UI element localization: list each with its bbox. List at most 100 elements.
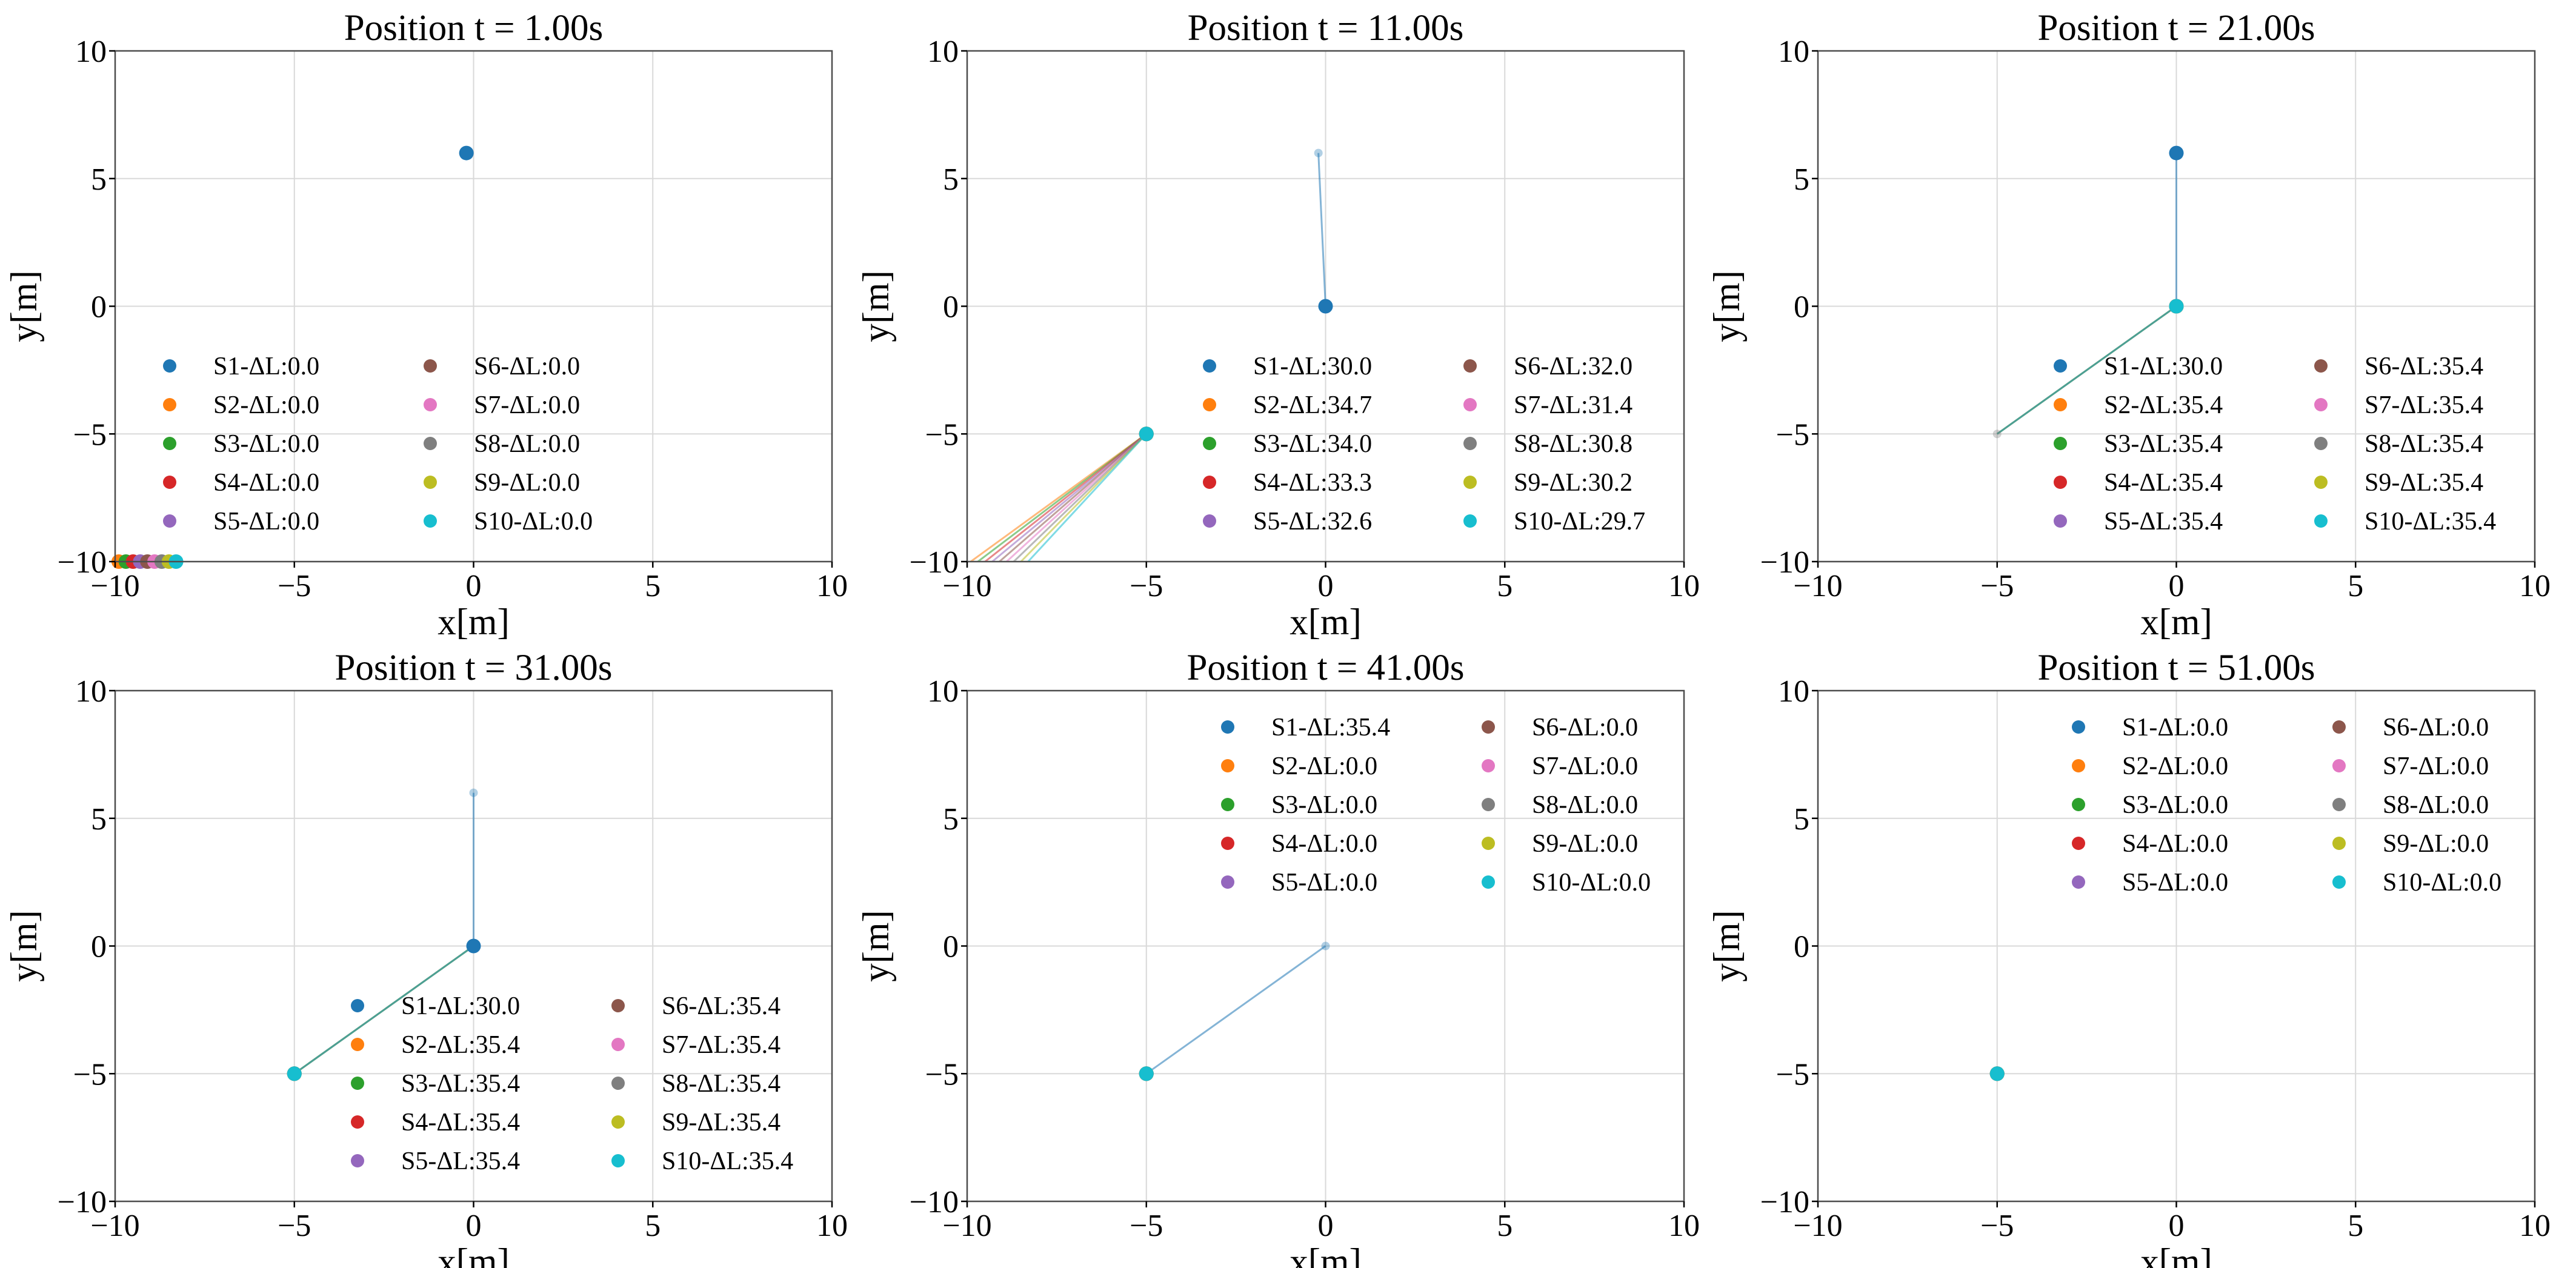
x-tick-label: 5 — [2348, 1209, 2363, 1243]
legend-marker-s1 — [1221, 720, 1234, 734]
data-layer — [1145, 941, 1330, 1075]
x-tick-label: 10 — [816, 1209, 848, 1243]
y-tick-label: 5 — [943, 162, 959, 197]
legend-marker-s7 — [1463, 398, 1477, 411]
legend-marker-s4 — [2072, 837, 2085, 850]
point-s10 — [1139, 427, 1154, 442]
legend-label-s3: S3-ΔL:35.4 — [401, 1070, 520, 1098]
y-tick-label: 0 — [1794, 930, 1809, 964]
legend-marker-s8 — [424, 437, 437, 450]
x-tick-label: 10 — [816, 569, 848, 603]
legend-label-s10: S10-ΔL:0.0 — [474, 508, 593, 536]
legend-marker-s3 — [163, 437, 176, 450]
legend: S1-ΔL:0.0 S2-ΔL:0.0 S3-ΔL:0.0 S4-ΔL:0.0 S5-Δ… — [2072, 714, 2501, 897]
trajectory-s1 — [1145, 945, 1326, 1075]
y-tick-label: −5 — [1776, 417, 1809, 452]
subplot-4: −10 −5 0 5 10 −10 −5 0 5 10 Position t = 31.00s x[m… — [4, 648, 848, 1268]
x-tick-label: 10 — [1668, 569, 1700, 603]
legend-marker-s5 — [163, 514, 176, 528]
y-axis-label: y[m] — [1707, 910, 1748, 982]
legend-marker-s7 — [2314, 398, 2328, 411]
legend-label-s5: S5-ΔL:35.4 — [2104, 508, 2223, 536]
legend-marker-s10 — [1463, 514, 1477, 528]
legend-marker-s2 — [351, 1038, 364, 1051]
y-axis-label: y[m] — [4, 910, 45, 982]
legend-marker-s2 — [2072, 759, 2085, 772]
legend-label-s4: S4-ΔL:35.4 — [401, 1109, 520, 1137]
x-axis-label: x[m] — [1290, 602, 1362, 643]
y-axis-label: y[m] — [4, 270, 45, 342]
legend-marker-s3 — [1221, 798, 1234, 811]
y-tick-label: 0 — [1794, 290, 1809, 325]
point-s10 — [287, 1066, 302, 1081]
legend: S1-ΔL:35.4 S2-ΔL:0.0 S3-ΔL:0.0 S4-ΔL:0.0 S5-… — [1221, 714, 1651, 897]
legend-label-s6: S6-ΔL:32.0 — [1514, 353, 1632, 380]
point-s10 — [2169, 299, 2184, 314]
legend-label-s6: S6-ΔL:0.0 — [2383, 714, 2489, 742]
legend-label-s6: S6-ΔL:35.4 — [2365, 353, 2483, 380]
legend-label-s10: S10-ΔL:35.4 — [662, 1147, 793, 1175]
chart-title: Position t = 21.00s — [2037, 8, 2315, 48]
legend-label-s1: S1-ΔL:0.0 — [213, 353, 319, 380]
legend-label-s1: S1-ΔL:30.0 — [1253, 353, 1372, 380]
y-tick-label: 5 — [91, 802, 107, 837]
legend-label-s5: S5-ΔL:0.0 — [1271, 869, 1377, 897]
legend-label-s5: S5-ΔL:35.4 — [401, 1147, 520, 1175]
x-axis-label: x[m] — [2140, 1242, 2212, 1268]
x-tick-label: 0 — [466, 1209, 482, 1243]
data-layer — [1992, 153, 2177, 439]
legend-label-s2: S2-ΔL:34.7 — [1253, 391, 1372, 419]
trajectory-s1 — [1317, 153, 1326, 307]
x-tick-label: 10 — [2519, 569, 2551, 603]
legend-label-s4: S4-ΔL:33.3 — [1253, 469, 1372, 497]
subplot-1: −10 −5 0 5 10 −10 −5 0 5 10 Position t = 1.00s x[m]… — [4, 8, 848, 643]
y-tick-label: −10 — [58, 545, 107, 580]
legend-marker-s8 — [611, 1077, 625, 1090]
legend-label-s9: S9-ΔL:35.4 — [662, 1109, 780, 1137]
point-s1 — [2169, 145, 2184, 161]
legend-label-s6: S6-ΔL:0.0 — [1532, 714, 1638, 742]
legend-label-s10: S10-ΔL:29.7 — [1514, 508, 1645, 536]
legend-marker-s6 — [1482, 720, 1495, 734]
x-tick-label: 0 — [466, 569, 482, 603]
y-tick-label: −5 — [73, 417, 107, 452]
legend-label-s9: S9-ΔL:0.0 — [2383, 830, 2489, 858]
legend-label-s7: S7-ΔL:35.4 — [2365, 391, 2483, 419]
legend-label-s8: S8-ΔL:35.4 — [2365, 430, 2483, 458]
y-tick-label: 5 — [943, 802, 959, 837]
x-tick-label: 5 — [2348, 569, 2363, 603]
x-tick-label: −10 — [90, 1209, 139, 1243]
x-tick-label: −10 — [1793, 569, 1842, 603]
x-tick-label: 0 — [2169, 569, 2185, 603]
legend-marker-s1 — [2072, 720, 2085, 734]
legend-marker-s10 — [2332, 875, 2346, 889]
legend-marker-s8 — [1482, 798, 1495, 811]
trajectory-s10 — [293, 945, 474, 1075]
previous-point-s1 — [1321, 941, 1330, 951]
chart-title: Position t = 41.00s — [1186, 648, 1464, 688]
legend-marker-s5 — [1203, 514, 1216, 528]
legend-marker-s10 — [424, 514, 437, 528]
legend-label-s7: S7-ΔL:31.4 — [1514, 391, 1632, 419]
legend-marker-s9 — [2314, 476, 2328, 489]
legend-marker-s3 — [351, 1077, 364, 1090]
y-axis-label: y[m] — [1707, 270, 1748, 342]
y-tick-label: −5 — [1776, 1057, 1809, 1092]
legend-label-s3: S3-ΔL:0.0 — [2122, 791, 2228, 819]
legend-label-s3: S3-ΔL:35.4 — [2104, 430, 2223, 458]
subplot-3: −10 −5 0 5 10 −10 −5 0 5 10 Position t = 21.00s x[m… — [1707, 8, 2551, 643]
legend: S1-ΔL:30.0 S2-ΔL:35.4 S3-ΔL:35.4 S4-ΔL:35.4… — [2054, 353, 2496, 536]
x-tick-label: 10 — [2519, 1209, 2551, 1243]
legend-marker-s3 — [1203, 437, 1216, 450]
legend-marker-s4 — [1221, 837, 1234, 850]
legend-label-s10: S10-ΔL:0.0 — [1532, 869, 1651, 897]
x-tick-label: 5 — [1497, 569, 1513, 603]
legend-label-s7: S7-ΔL:0.0 — [474, 391, 580, 419]
point-s1 — [466, 938, 481, 954]
point-s10 — [1989, 1066, 2005, 1081]
legend-marker-s2 — [2054, 398, 2067, 411]
trajectory-s10 — [1027, 433, 1147, 562]
legend-marker-s3 — [2072, 798, 2085, 811]
legend-label-s1: S1-ΔL:0.0 — [2122, 714, 2228, 742]
legend-label-s4: S4-ΔL:35.4 — [2104, 469, 2223, 497]
